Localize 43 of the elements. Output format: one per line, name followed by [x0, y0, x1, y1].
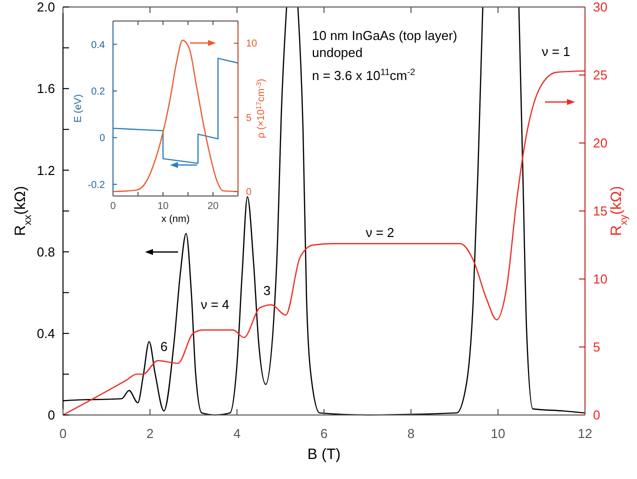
y2-tick-label: 10: [593, 272, 608, 287]
y2-tick-label: 15: [593, 204, 608, 219]
y-tick-label: 0.4: [91, 40, 106, 51]
x-tick-label: 4: [233, 426, 241, 441]
x-tick-label: 20: [207, 201, 219, 212]
x-axis-title: x (nm): [161, 214, 190, 225]
annotation: ν = 2: [366, 225, 394, 240]
y-tick-label: 2.0: [36, 0, 55, 15]
x-tick-label: 6: [320, 426, 328, 441]
annotation: 10 nm InGaAs (top layer): [312, 28, 458, 43]
x-tick-label: 0: [110, 201, 116, 212]
x-tick-label: 8: [407, 426, 415, 441]
y-tick-label: 1.2: [36, 162, 55, 178]
x-axis-title: B (T): [307, 446, 341, 463]
annotation: 6: [160, 339, 168, 354]
annotation: 3: [263, 283, 271, 298]
y2-tick-label: 10: [246, 38, 258, 50]
annotation: undoped: [312, 45, 363, 60]
y-tick-label: 0.2: [91, 86, 106, 98]
x-tick-label: 10: [490, 426, 506, 441]
annotation: n = 3.6 x 10$^{11}$cm$^{-2}$: [312, 67, 416, 83]
y2-tick-label: 5: [246, 112, 252, 124]
y-tick-label: 0: [99, 133, 106, 144]
y-tick-label: 1.6: [36, 81, 55, 96]
y-tick-label: -0.2: [88, 180, 106, 191]
line-series: [112, 58, 239, 164]
x-tick-label: 10: [157, 201, 169, 212]
y-tick-label: 0.8: [36, 244, 55, 260]
y2-tick-label: 30: [593, 0, 608, 15]
y2-tick-label: 20: [593, 136, 608, 151]
y2-tick-label: 5: [593, 340, 600, 355]
y-tick-label: 0.4: [36, 326, 55, 341]
y-axis-title: E (eV): [73, 94, 84, 123]
annotation: ν = 4: [200, 297, 230, 312]
y2-tick-label: 25: [593, 68, 608, 83]
y2-tick-label: 0: [593, 408, 600, 423]
y-tick-label: 0: [48, 408, 55, 423]
line-series: [62, 70, 586, 416]
x-tick-label: 2: [146, 426, 154, 441]
y2-tick-label: 0: [246, 187, 252, 198]
x-tick-label: 12: [578, 426, 592, 441]
x-tick-label: 0: [59, 426, 67, 441]
annotation: ν = 1: [542, 44, 570, 59]
